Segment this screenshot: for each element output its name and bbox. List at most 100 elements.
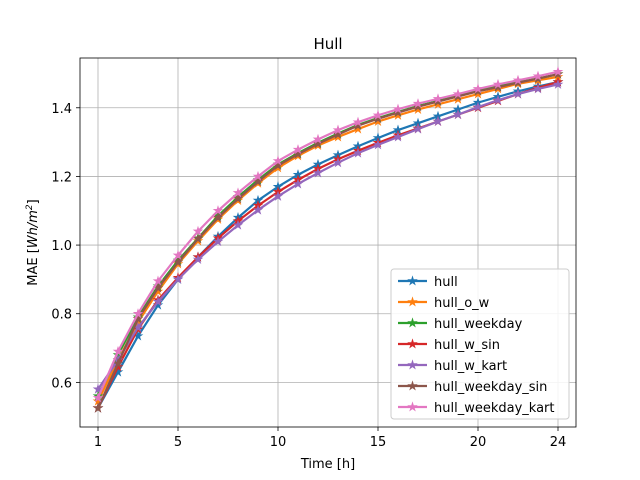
data-point [352, 147, 364, 158]
legend-entry-hull_w_kart: hull_w_kart [398, 359, 507, 374]
data-point [192, 253, 204, 264]
data-point [332, 124, 344, 135]
data-point [532, 83, 544, 94]
data-point [392, 131, 404, 142]
data-point [552, 78, 564, 89]
legend-label: hull_w_sin [434, 338, 500, 353]
x-axis-label: Time [h] [300, 457, 355, 472]
legend-entry-hull_o_w: hull_o_w [398, 296, 490, 311]
x-tick-label: 5 [174, 435, 182, 450]
legend-entry-hull_weekday_sin: hull_weekday_sin [398, 380, 547, 395]
legend-marker [407, 275, 418, 286]
legend-marker [407, 359, 418, 370]
legend-label: hull_weekday [434, 317, 523, 332]
data-point [312, 133, 324, 144]
data-point [412, 98, 424, 109]
legend-box [390, 268, 570, 420]
legend-entry-hull_weekday_kart: hull_weekday_kart [398, 401, 554, 416]
data-point [552, 66, 564, 77]
data-point [152, 296, 164, 307]
data-point [112, 345, 124, 356]
data-point [472, 83, 484, 94]
data-point [312, 138, 324, 149]
x-tick-label: 10 [270, 435, 287, 450]
y-axis-label-unit: Wh/m [26, 210, 41, 248]
data-point [412, 123, 424, 134]
data-point [512, 88, 524, 99]
data-point [492, 78, 504, 89]
data-point [512, 74, 524, 85]
legend-entry-hull_w_sin: hull_w_sin [398, 338, 500, 353]
data-point [212, 236, 224, 247]
x-tick-label: 15 [370, 435, 387, 450]
y-tick-label: 1.4 [51, 102, 72, 117]
data-point [272, 155, 284, 166]
data-point [172, 249, 184, 260]
data-point [472, 101, 484, 112]
y-axis-label-exp: 2 [25, 204, 35, 210]
y-tick-label: 0.6 [51, 376, 72, 391]
ticks: 1 5 10 15 20 240.60.81.01.21.4 [51, 102, 566, 450]
data-point [432, 93, 444, 104]
x-tick-label: 20 [470, 435, 487, 450]
data-point [312, 167, 324, 178]
legend: hull hull_o_w hull_weekday hull_w_sin hull_w… [390, 268, 570, 420]
y-tick-label: 1.0 [51, 239, 72, 254]
legend-label: hull_w_kart [434, 359, 507, 374]
data-point [232, 219, 244, 230]
legend-entry-hull: hull [398, 275, 458, 290]
data-point [92, 402, 104, 413]
legend-marker [407, 338, 418, 349]
data-point [372, 109, 384, 120]
data-point [292, 178, 304, 189]
chart-title: Hull [313, 35, 342, 53]
legend-marker [407, 380, 418, 391]
grid [80, 58, 576, 427]
data-point [352, 116, 364, 127]
series-layer [92, 66, 564, 413]
data-point [492, 94, 504, 105]
data-point [452, 88, 464, 99]
legend-marker [407, 317, 418, 328]
data-point [532, 70, 544, 81]
y-tick-label: 1.2 [51, 170, 72, 185]
data-point [292, 144, 304, 155]
data-point [92, 392, 104, 403]
y-axis-label-main: MAE [ [26, 248, 41, 286]
data-point [332, 157, 344, 168]
data-point [152, 275, 164, 286]
legend-marker [407, 296, 418, 307]
legend-label: hull_o_w [434, 296, 490, 311]
data-point [212, 212, 224, 223]
data-point [332, 128, 344, 140]
data-point [212, 205, 224, 216]
data-point [132, 308, 144, 319]
data-point [232, 187, 244, 198]
data-point [132, 313, 144, 324]
legend-label: hull [434, 275, 458, 290]
data-point [192, 233, 204, 244]
data-point [452, 109, 464, 120]
data-point [272, 190, 284, 201]
legend-marker [407, 401, 418, 412]
legend-label: hull_weekday_kart [434, 401, 554, 416]
data-point [432, 115, 444, 127]
data-point [252, 204, 264, 215]
data-point [372, 139, 384, 150]
legend-entry-hull_weekday: hull_weekday [398, 317, 523, 332]
y-axis-label-close: ] [26, 199, 41, 204]
y-tick-label: 0.8 [51, 308, 72, 323]
data-point [232, 193, 244, 204]
data-point [172, 273, 184, 284]
plot-frame [79, 57, 577, 428]
x-tick-label: 24 [550, 435, 567, 450]
series-hull_weekday_kart [92, 66, 564, 403]
y-axis-label: MAE [Wh/m2] [25, 199, 41, 285]
data-point [392, 103, 404, 114]
data-point [252, 170, 264, 181]
data-point [112, 357, 124, 369]
data-point [192, 225, 204, 236]
x-tick-label: 1 [94, 435, 102, 450]
legend-label: hull_weekday_sin [434, 380, 547, 395]
